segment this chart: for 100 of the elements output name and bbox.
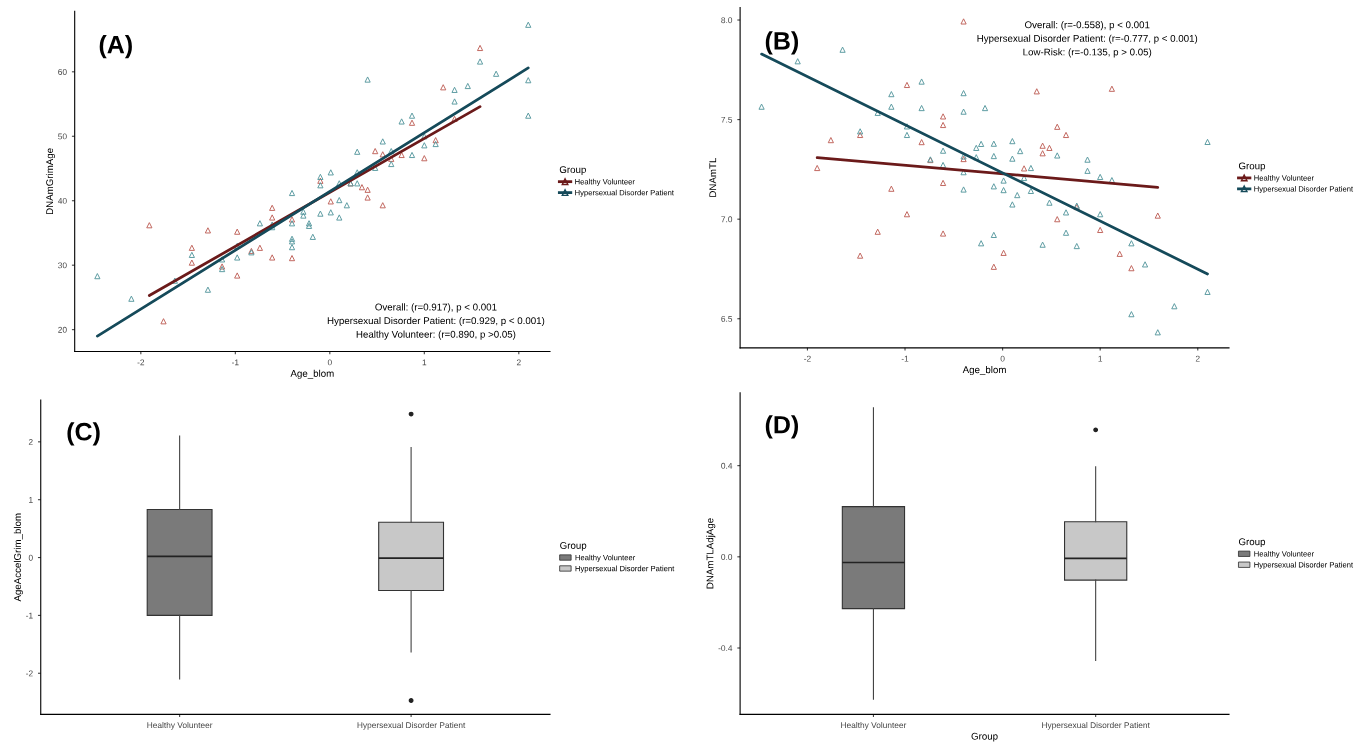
text: (D) (765, 415, 799, 439)
point (1009, 201, 1016, 208)
point (888, 185, 895, 192)
point (1062, 131, 1070, 139)
y-tick-label: 0.4 (721, 462, 733, 469)
point (939, 113, 947, 120)
annotation: Overall: (r=-0.558), p < 0.001 (1024, 21, 1150, 31)
y-axis-title: DNAmTLAdjAge (706, 518, 716, 589)
y-tick-label: 50 (58, 133, 67, 140)
point (269, 214, 276, 221)
point (990, 140, 997, 147)
point (1108, 85, 1115, 92)
point (1046, 199, 1053, 206)
point (1128, 311, 1135, 318)
x-tick-label: Healthy Volunteer (147, 721, 213, 730)
x-tick-label: Healthy Volunteer (841, 721, 907, 730)
point (827, 137, 834, 144)
point (432, 140, 439, 148)
point (1014, 191, 1021, 199)
point (903, 81, 911, 89)
point (1000, 187, 1007, 194)
y-tick-label: 2 (28, 439, 33, 445)
x-tick-label: -2 (137, 359, 145, 366)
point (1009, 138, 1016, 145)
point (1097, 211, 1104, 218)
point (1097, 226, 1104, 234)
point (269, 254, 276, 261)
point (918, 104, 925, 112)
point (1084, 156, 1091, 163)
point (317, 173, 324, 180)
point (1128, 265, 1135, 272)
point (421, 142, 428, 149)
x-tick-label: 2 (1195, 355, 1200, 362)
point (476, 44, 484, 52)
x-tick-label: Hypersexual Disorder Patient (357, 721, 466, 730)
text: (C) (67, 422, 100, 446)
point (464, 82, 471, 90)
y-tick-label: 20 (58, 326, 67, 333)
annotation: Low-Risk: (r=-0.135, p > 0.05) (1023, 48, 1152, 58)
point (379, 138, 386, 145)
point (814, 164, 821, 172)
point (939, 179, 947, 187)
point (358, 184, 366, 191)
point (372, 148, 379, 155)
point (857, 252, 864, 259)
y-axis-title: DNAmTL (709, 157, 717, 197)
point (128, 295, 135, 302)
annotation: Healthy Volunteer: (r=0.890, p >0.05) (356, 330, 516, 340)
x-tick-label: 0 (1000, 355, 1005, 362)
point (288, 244, 296, 251)
x-axis-title: Group (971, 732, 998, 742)
point (364, 76, 371, 83)
point (1154, 212, 1161, 219)
y-tick-label: 7.5 (721, 116, 733, 123)
point (317, 182, 324, 189)
x-tick-label: Hypersexual Disorder Patient (1042, 721, 1150, 730)
point (794, 58, 801, 65)
point (188, 251, 195, 258)
point (421, 155, 428, 162)
point (918, 139, 925, 146)
point (525, 21, 532, 28)
point (451, 98, 458, 105)
point (408, 151, 416, 159)
point (327, 169, 334, 176)
point (978, 240, 985, 247)
point (364, 194, 371, 201)
point (1141, 261, 1149, 268)
point (476, 58, 484, 65)
point (146, 222, 153, 229)
point (1033, 88, 1040, 95)
point (1017, 147, 1024, 155)
point (219, 256, 226, 263)
point (288, 189, 296, 197)
point (888, 91, 895, 98)
point (1039, 241, 1046, 248)
legend-title: Group (1238, 162, 1266, 172)
y-axis-title: AgeAccelGrim_blom (13, 513, 23, 602)
point (300, 208, 307, 215)
y-tick-label: 30 (58, 262, 67, 269)
point (1204, 138, 1211, 145)
point (256, 220, 263, 227)
point (327, 198, 334, 205)
point (990, 152, 997, 160)
point (960, 108, 967, 115)
point (973, 144, 980, 151)
x-tick-label: -1 (901, 355, 909, 362)
point (903, 131, 911, 139)
point (327, 209, 334, 216)
point (939, 147, 947, 154)
point (451, 86, 458, 93)
y-tick-label: -1 (26, 612, 33, 619)
point (288, 220, 296, 227)
point (354, 148, 361, 155)
text: (B) (765, 31, 799, 55)
point (398, 151, 405, 159)
point (317, 210, 324, 217)
point (234, 254, 241, 261)
point (1009, 155, 1016, 162)
point (408, 112, 416, 119)
point (188, 259, 195, 266)
